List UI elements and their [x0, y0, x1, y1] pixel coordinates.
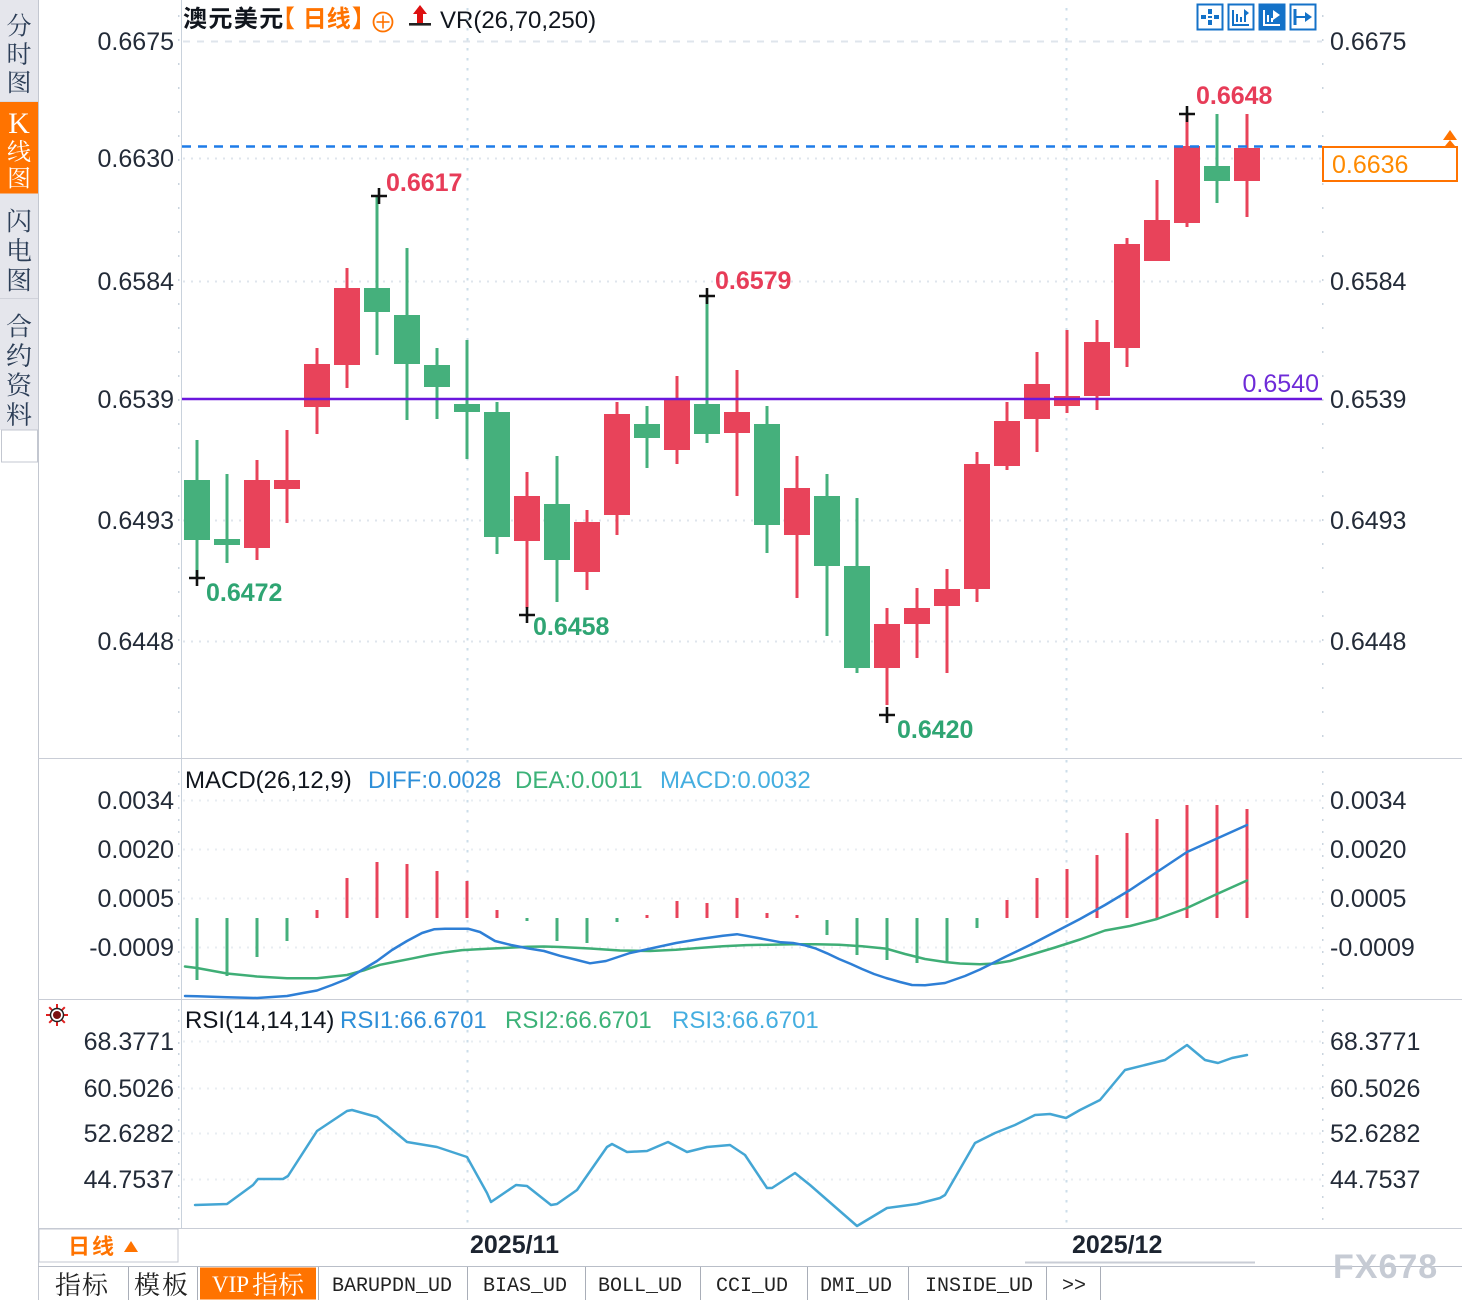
svg-text:68.3771: 68.3771	[1330, 1028, 1420, 1056]
svg-text:0.6630: 0.6630	[98, 145, 174, 173]
svg-text:0.0020: 0.0020	[98, 836, 174, 864]
svg-text:K: K	[8, 107, 30, 140]
svg-text:68.3771: 68.3771	[84, 1028, 174, 1056]
svg-text:DMI_UD: DMI_UD	[820, 1275, 892, 1298]
svg-text:52.6282: 52.6282	[84, 1120, 174, 1148]
svg-text:-0.0009: -0.0009	[1330, 934, 1415, 962]
svg-text:0.6472: 0.6472	[206, 579, 282, 607]
svg-text:60.5026: 60.5026	[1330, 1075, 1420, 1103]
svg-text:60.5026: 60.5026	[84, 1075, 174, 1103]
svg-text:RSI1:66.6701: RSI1:66.6701	[340, 1007, 487, 1034]
svg-text:MACD(26,12,9): MACD(26,12,9)	[185, 767, 352, 794]
svg-text:VIP: VIP	[212, 1272, 249, 1297]
svg-text:0.0034: 0.0034	[1330, 787, 1407, 815]
svg-text:0.6458: 0.6458	[533, 613, 610, 641]
svg-text:0.6448: 0.6448	[98, 628, 174, 656]
svg-text:0.6675: 0.6675	[1330, 28, 1406, 56]
svg-text:44.7537: 44.7537	[84, 1166, 174, 1194]
svg-text:BOLL_UD: BOLL_UD	[598, 1275, 682, 1298]
svg-text:0.6493: 0.6493	[1330, 507, 1406, 535]
svg-text:-0.0009: -0.0009	[89, 934, 174, 962]
svg-text:0.6448: 0.6448	[1330, 628, 1406, 656]
svg-text:0.6420: 0.6420	[897, 716, 973, 744]
svg-text:FX678: FX678	[1333, 1248, 1438, 1286]
svg-text:MACD:0.0032: MACD:0.0032	[660, 767, 811, 794]
svg-text:0.6636: 0.6636	[1332, 151, 1408, 179]
svg-text:2025/11: 2025/11	[470, 1231, 559, 1259]
svg-text:VR(26,70,250): VR(26,70,250)	[440, 7, 596, 34]
svg-text:0.0005: 0.0005	[1330, 885, 1406, 913]
svg-text:0.6584: 0.6584	[1330, 268, 1407, 296]
svg-text:0.6540: 0.6540	[1243, 370, 1319, 398]
svg-text:BARUPDN_UD: BARUPDN_UD	[332, 1275, 452, 1298]
svg-text:0.0034: 0.0034	[98, 787, 175, 815]
svg-text:0.6584: 0.6584	[98, 268, 175, 296]
svg-text:0.6493: 0.6493	[98, 507, 174, 535]
svg-text:CCI_UD: CCI_UD	[716, 1275, 788, 1298]
svg-text:DIFF:0.0028: DIFF:0.0028	[368, 767, 501, 794]
svg-text:RSI2:66.6701: RSI2:66.6701	[505, 1007, 652, 1034]
svg-text:2025/12: 2025/12	[1072, 1231, 1162, 1259]
svg-text:RSI(14,14,14): RSI(14,14,14)	[185, 1007, 334, 1034]
svg-text:0.6539: 0.6539	[1330, 386, 1406, 414]
svg-text:0.0020: 0.0020	[1330, 836, 1406, 864]
svg-text:>>: >>	[1062, 1275, 1086, 1298]
svg-text:0.6539: 0.6539	[98, 386, 174, 414]
svg-text:52.6282: 52.6282	[1330, 1120, 1420, 1148]
svg-text:0.0005: 0.0005	[98, 885, 174, 913]
svg-text:0.6579: 0.6579	[715, 267, 791, 295]
svg-text:44.7537: 44.7537	[1330, 1166, 1420, 1194]
svg-text:INSIDE_UD: INSIDE_UD	[925, 1275, 1033, 1298]
svg-text:BIAS_UD: BIAS_UD	[483, 1275, 567, 1298]
svg-text:0.6675: 0.6675	[98, 28, 174, 56]
svg-text:0.6648: 0.6648	[1196, 82, 1273, 110]
svg-text:0.6617: 0.6617	[386, 169, 462, 197]
svg-text:DEA:0.0011: DEA:0.0011	[515, 767, 643, 794]
svg-text:RSI3:66.6701: RSI3:66.6701	[672, 1007, 819, 1034]
